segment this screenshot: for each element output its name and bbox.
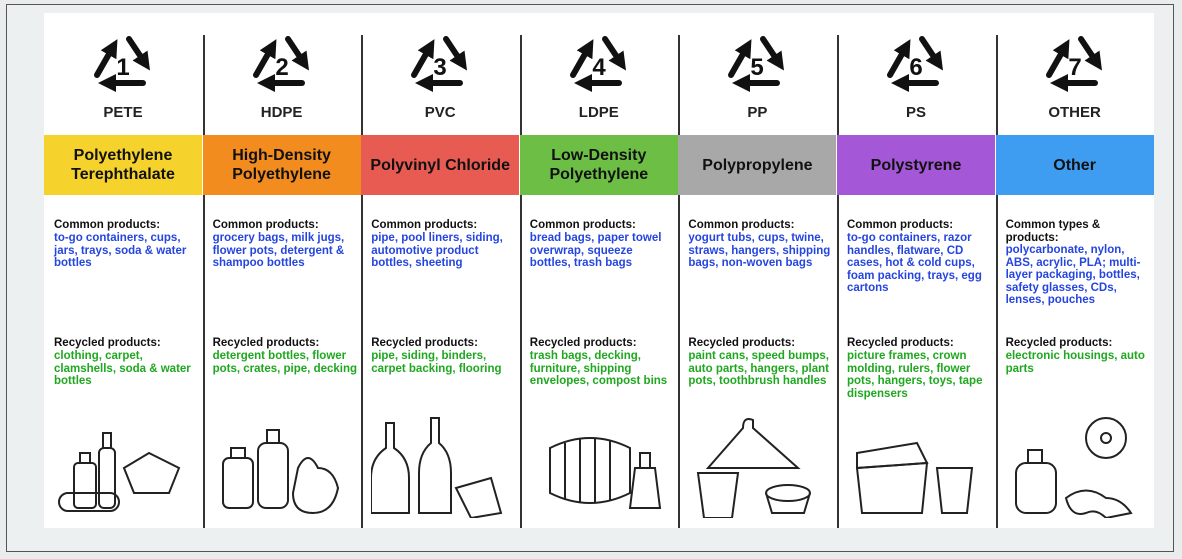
resin-code: LDPE <box>520 104 678 121</box>
common-label: Common products: <box>371 219 516 232</box>
common-label: Common products: <box>530 219 675 232</box>
recycled-label: Recycled products: <box>530 337 675 350</box>
product-icon <box>1006 408 1146 518</box>
resin-code: PETE <box>44 104 202 121</box>
product-icon <box>213 408 353 518</box>
panel: 1 PETE Polyethylene Terephthalate Common pr… <box>44 13 1154 528</box>
resin-number: 3 <box>434 54 447 81</box>
common-products: to-go containers, razor handles, flatwar… <box>847 232 992 295</box>
recycled-products: detergent bottles, flower pots, crates, … <box>213 350 358 375</box>
plastic-name: Polyvinyl Chloride <box>361 135 519 195</box>
recycled-label: Recycled products: <box>1006 337 1151 350</box>
column: 7 OTHER Other Common types & products:polyc… <box>996 13 1154 528</box>
common-products: grocery bags, milk jugs, flower pots, de… <box>213 232 358 270</box>
recycled-products: picture frames, crown molding, rulers, f… <box>847 350 992 400</box>
resin-code: PS <box>837 104 995 121</box>
resin-number: 6 <box>909 54 922 81</box>
product-icon <box>54 408 194 518</box>
recycled-label: Recycled products: <box>847 337 992 350</box>
product-icon <box>371 408 511 518</box>
common-label: Common types & products: <box>1006 219 1116 244</box>
resin-code: PP <box>678 104 836 121</box>
recycled-products: electronic housings, auto parts <box>1006 350 1151 375</box>
page: 1 PETE Polyethylene Terephthalate Common pr… <box>0 0 1182 559</box>
divider <box>996 195 998 528</box>
common-label: Common products: <box>213 219 358 232</box>
plastic-name: High-Density Polyethylene <box>203 135 361 195</box>
resin-code: PVC <box>361 104 519 121</box>
recycled-products: clothing, carpet, clamshells, soda & wat… <box>54 350 199 388</box>
recycled-products: trash bags, decking, furniture, shipping… <box>530 350 675 388</box>
recycle-symbol: 3 <box>400 23 480 93</box>
product-icon <box>847 408 987 518</box>
resin-code: HDPE <box>203 104 361 121</box>
common-products: pipe, pool liners, siding, automotive pr… <box>371 232 516 270</box>
resin-number: 1 <box>116 54 129 81</box>
divider <box>203 195 205 528</box>
divider <box>361 195 363 528</box>
plastic-name: Polypropylene <box>678 135 836 195</box>
common-label: Common products: <box>688 219 833 232</box>
recycle-symbol: 1 <box>83 23 163 93</box>
resin-number: 2 <box>275 54 288 81</box>
recycle-symbol: 5 <box>717 23 797 93</box>
common-products: polycarbonate, nylon, ABS, acrylic, PLA;… <box>1006 244 1151 307</box>
common-products: bread bags, paper towel overwrap, squeez… <box>530 232 675 270</box>
recycled-products: paint cans, speed bumps, auto parts, han… <box>688 350 833 388</box>
plastic-name: Low-Density Polyethylene <box>520 135 678 195</box>
column: 2 HDPE High-Density Polyethylene Common pro… <box>203 13 361 528</box>
divider <box>837 195 839 528</box>
product-icon <box>530 408 670 518</box>
plastic-name: Other <box>996 135 1154 195</box>
plastic-name: Polystyrene <box>837 135 995 195</box>
resin-number: 5 <box>751 54 764 81</box>
column: 4 LDPE Low-Density Polyethylene Common prod… <box>520 13 678 528</box>
common-label: Common products: <box>54 219 199 232</box>
column: 5 PP Polypropylene Common products:yogurt t… <box>678 13 836 528</box>
column: 1 PETE Polyethylene Terephthalate Common pr… <box>44 13 202 528</box>
recycled-products: pipe, siding, binders, carpet backing, f… <box>371 350 516 375</box>
divider <box>678 195 680 528</box>
divider <box>520 195 522 528</box>
resin-number: 7 <box>1068 54 1081 81</box>
recycle-symbol: 6 <box>876 23 956 93</box>
product-icon <box>688 408 828 518</box>
common-label: Common products: <box>847 219 992 232</box>
recycled-label: Recycled products: <box>371 337 516 350</box>
recycle-symbol: 7 <box>1035 23 1115 93</box>
common-products: yogurt tubs, cups, twine, straws, hanger… <box>688 232 833 270</box>
column: 6 PS Polystyrene Common products:to-go cont… <box>837 13 995 528</box>
common-products: to-go containers, cups, jars, trays, sod… <box>54 232 199 270</box>
resin-code: OTHER <box>996 104 1154 121</box>
recycled-label: Recycled products: <box>54 337 199 350</box>
recycle-symbol: 4 <box>559 23 639 93</box>
resin-number: 4 <box>592 54 606 81</box>
recycle-symbol: 2 <box>242 23 322 93</box>
recycled-label: Recycled products: <box>213 337 358 350</box>
recycled-label: Recycled products: <box>688 337 833 350</box>
plastic-name: Polyethylene Terephthalate <box>44 135 202 195</box>
